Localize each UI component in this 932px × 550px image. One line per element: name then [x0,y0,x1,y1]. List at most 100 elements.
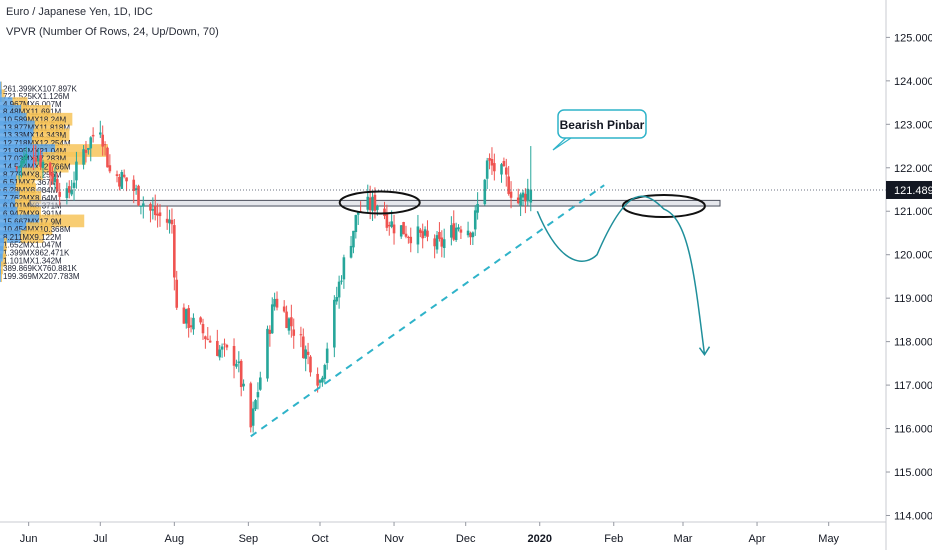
candle-body [58,191,62,197]
volume-row-label: 13.877MX11.818M [3,123,70,132]
candle-body [20,160,23,168]
candle-body [273,298,276,307]
candle-body [373,194,377,211]
volume-row-label: 14.544MX12.766M [3,163,71,172]
candle-body [235,363,238,367]
candle-body [471,232,475,238]
candle-body [399,225,403,237]
candle-body [249,383,253,428]
candle-body [483,179,487,205]
candle-body [34,157,38,162]
candle-body [48,162,52,176]
volume-row-label: 6.947MX9.391M [3,209,62,218]
candle-body [232,346,236,366]
current-price-label-bg [886,180,932,199]
candle-body [426,230,429,237]
price-axis[interactable]: 125.000 124.000 123.000 122.000 121.000 120.0… [885,0,932,550]
candle-body [165,218,169,223]
volume-row-label: 15.667MX17.9M [3,217,62,226]
candle-body [53,177,57,183]
candle-body [354,215,358,233]
candle-body [509,191,513,198]
volume-row-down [1,81,2,95]
time-tick-label: Oct [311,533,328,545]
volume-row-down [3,245,6,259]
candle-body [459,229,463,233]
volume-row-label: 21.995MX21.04M [3,147,66,156]
price-tick-label: 120.000 [894,250,932,262]
candle-body [342,257,346,280]
time-tick-label: Dec [456,533,476,545]
time-axis[interactable]: Jun Jul Aug Sep Oct Nov Dec 2020 Feb Mar Apr May [0,521,886,545]
candle-body [421,231,425,239]
candle-body [259,377,262,390]
candle-body [457,227,460,230]
candle-body [56,179,59,192]
candle-body [173,225,176,278]
candle-body [151,209,155,211]
candle-body [488,158,491,161]
volume-row-label: 1.399MX862.471K [3,249,70,258]
candle-body [507,176,510,194]
candle-body [122,174,126,177]
candle-body [158,212,162,217]
time-tick-label: Aug [165,533,185,545]
bearish-pinbar-callout[interactable]: Bearish Pinbar [552,109,647,151]
candle-body [323,365,327,379]
candle-body [306,351,310,355]
candle-body [416,226,420,245]
callout-box [557,109,647,139]
time-tick-label: Jun [20,533,38,545]
indicator-title: VPVR (Number Of Rows, 24, Up/Down, 70) [6,26,219,38]
candle-body [187,308,190,328]
ellipse-marker-2[interactable] [621,194,706,219]
price-tick-label: 122.000 [894,163,932,175]
price-tick-label: 123.000 [894,119,932,131]
volume-row-down [0,269,3,283]
candle-body [24,154,28,160]
candle-body [182,307,186,324]
candle-body [287,318,291,331]
candle-body [51,172,54,182]
candle-body [72,182,76,188]
candle-body [239,360,243,388]
candle-body [292,329,296,336]
candle-body [387,224,391,227]
price-tick-label: 118.000 [894,337,932,349]
candle-body [115,174,119,176]
volume-row-up [0,238,5,251]
price-tick-label: 119.000 [894,293,932,305]
volume-row-label: 199.369MX207.783M [3,272,80,281]
projection-path[interactable] [536,195,706,355]
candle-body [75,161,78,181]
candle-body [22,156,26,164]
volume-row-label: 8.48MX11.691M [3,108,61,117]
candle-body [299,334,303,336]
candle-body [301,336,305,359]
candle-body [321,377,324,383]
candle-body [469,232,472,238]
projection-arrowhead [698,346,711,357]
candle-body [440,237,444,247]
candle-body [454,227,458,241]
ellipse-marker-1[interactable] [338,190,421,215]
candle-body [390,221,393,227]
candle-body [125,177,128,182]
candle-body [270,304,274,334]
candle-body [17,166,21,168]
volume-row-down [4,238,7,251]
volume-row-label: 10.454MX10.368M [3,225,71,234]
time-tick-label: Jul [93,533,107,545]
candle-body [524,193,527,202]
volume-row-label: 389.869KX760.881K [3,264,78,273]
candle-body [340,280,343,282]
candle-body [87,148,90,150]
candle-body [309,356,312,373]
candle-body [304,349,307,359]
volume-row-label: 12.718MX12.254M [3,139,71,148]
volume-row-label: 1.101MX1.342M [3,256,62,265]
candle-body [368,197,372,211]
candle-body [349,245,353,258]
symbol-title: Euro / Japanese Yen, 1D, IDC [6,6,153,18]
